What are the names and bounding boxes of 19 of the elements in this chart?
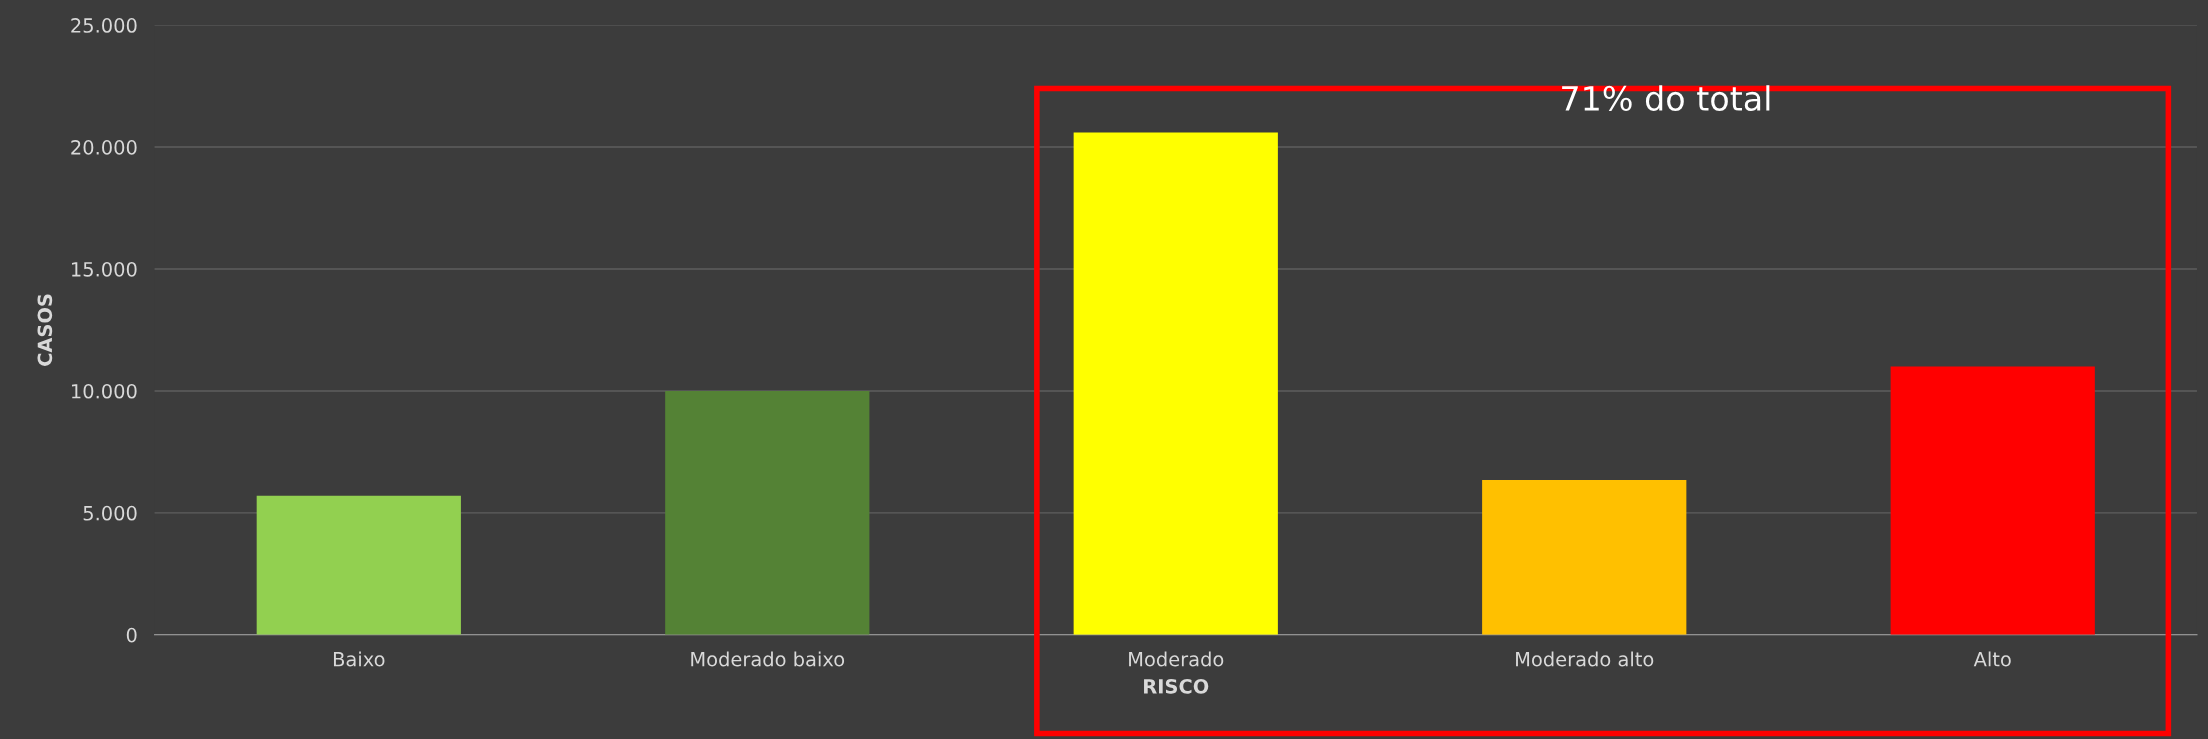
bar (1482, 479, 1687, 635)
y-tick-label: 10.000 (71, 383, 137, 399)
bar (665, 390, 870, 635)
bar (256, 495, 461, 635)
x-tick-label: Moderado (1129, 651, 1224, 667)
annotation: 71% do total (1562, 85, 1770, 112)
x-tick-label: Baixo (333, 651, 385, 667)
y-tick-label: 15.000 (71, 261, 137, 277)
x-tick-label: Alto (1973, 651, 2011, 667)
x-axis-title: RISCO (1144, 678, 1209, 694)
y-axis-title: CASOS (37, 294, 53, 366)
y-tick-label: 25.000 (71, 18, 137, 33)
y-tick-label: 20.000 (71, 140, 137, 155)
bar (1073, 132, 1278, 635)
y-tick-label: 5.000 (83, 505, 137, 521)
x-tick-label: Moderado alto (1516, 651, 1654, 667)
bar (1890, 366, 2095, 635)
y-tick-label: 0 (126, 627, 137, 643)
x-tick-label: Moderado baixo (691, 651, 845, 667)
